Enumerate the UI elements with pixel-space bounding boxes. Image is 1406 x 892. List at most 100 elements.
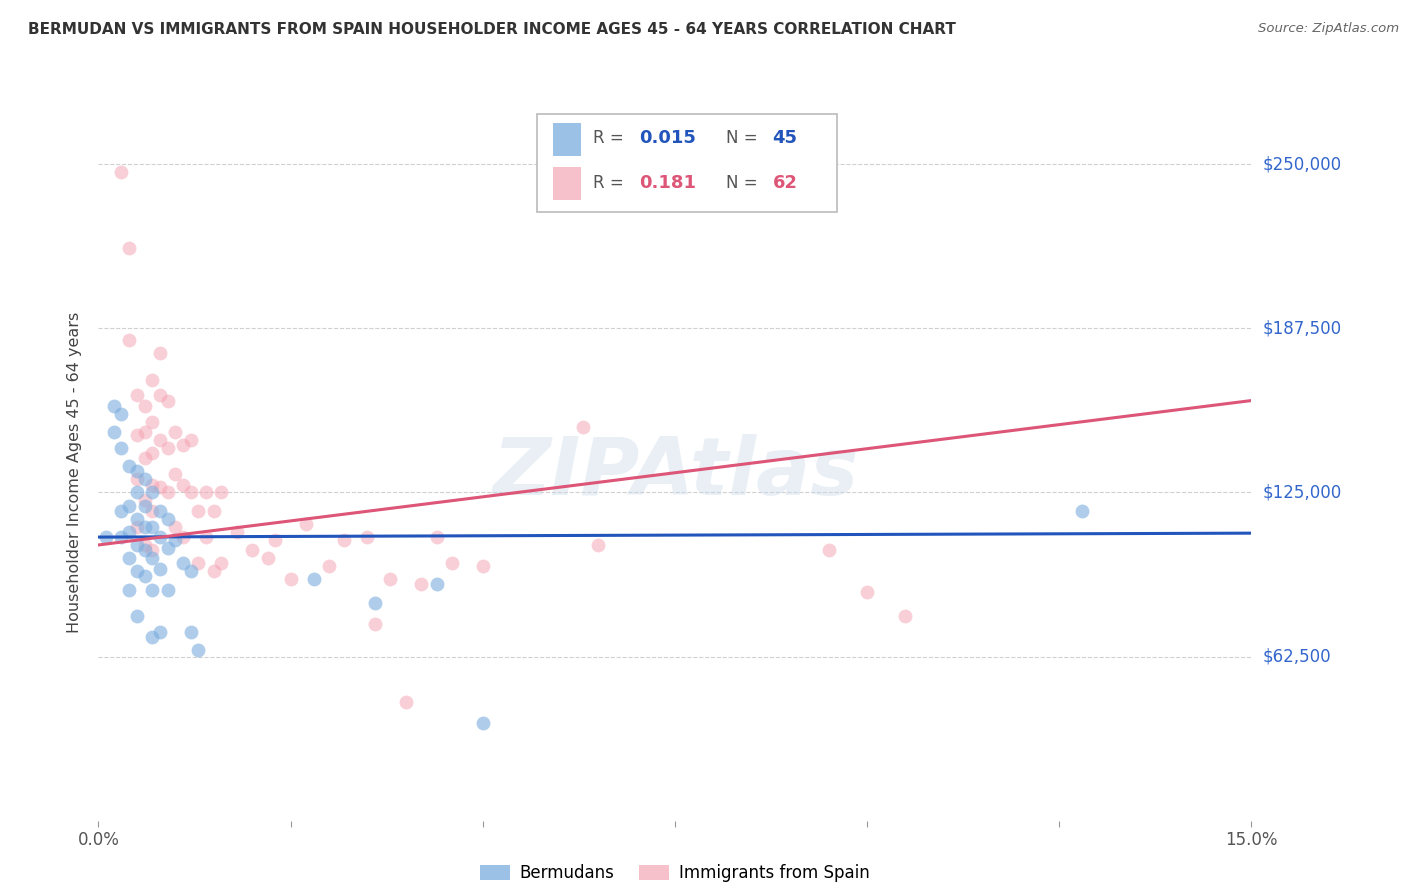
Point <box>141 373 163 387</box>
Point <box>141 446 163 460</box>
Point <box>134 543 156 558</box>
Point <box>141 582 163 597</box>
Text: 45: 45 <box>772 129 797 147</box>
Point <box>471 558 494 573</box>
Point <box>471 716 494 731</box>
Point <box>364 596 387 610</box>
Point <box>156 393 179 408</box>
Bar <box>553 167 581 200</box>
Text: 0.015: 0.015 <box>640 129 696 147</box>
Point <box>156 541 179 555</box>
Point <box>180 564 202 578</box>
Point <box>264 533 287 547</box>
Text: $125,000: $125,000 <box>1263 483 1341 501</box>
Point <box>195 485 218 500</box>
Point <box>134 451 156 466</box>
Point <box>440 557 463 571</box>
Point <box>172 438 194 452</box>
Point <box>225 524 247 539</box>
Point <box>180 624 202 639</box>
FancyBboxPatch shape <box>537 113 838 212</box>
Point <box>295 516 318 531</box>
Legend: Bermudans, Immigrants from Spain: Bermudans, Immigrants from Spain <box>472 857 877 888</box>
Text: Source: ZipAtlas.com: Source: ZipAtlas.com <box>1258 22 1399 36</box>
Point <box>426 577 449 591</box>
Point <box>240 543 263 558</box>
Point <box>125 472 148 486</box>
Point <box>94 530 117 544</box>
Point <box>134 499 156 513</box>
Point <box>110 530 132 544</box>
Point <box>187 504 209 518</box>
Point <box>302 572 325 586</box>
Point <box>156 512 179 526</box>
Point <box>141 543 163 558</box>
Point <box>149 530 172 544</box>
Point <box>125 519 148 533</box>
Text: $62,500: $62,500 <box>1263 648 1331 665</box>
Point <box>125 427 148 442</box>
Point <box>134 538 156 552</box>
Text: $250,000: $250,000 <box>1263 155 1341 173</box>
Point <box>118 551 141 566</box>
Point <box>195 530 218 544</box>
Point <box>134 399 156 413</box>
Point <box>411 577 433 591</box>
Text: $187,500: $187,500 <box>1263 319 1341 337</box>
Point <box>149 388 172 402</box>
Point <box>149 624 172 639</box>
Point <box>125 465 148 479</box>
Text: BERMUDAN VS IMMIGRANTS FROM SPAIN HOUSEHOLDER INCOME AGES 45 - 64 YEARS CORRELAT: BERMUDAN VS IMMIGRANTS FROM SPAIN HOUSEH… <box>28 22 956 37</box>
Text: 0.181: 0.181 <box>640 174 696 193</box>
Point <box>1071 504 1094 518</box>
Point <box>149 561 172 575</box>
Point <box>134 569 156 583</box>
Point <box>172 477 194 491</box>
Point <box>356 530 378 544</box>
Point <box>149 433 172 447</box>
Point <box>333 533 356 547</box>
Point <box>149 480 172 494</box>
Point <box>118 241 141 255</box>
Point <box>209 557 232 571</box>
Point <box>426 530 449 544</box>
Point <box>134 519 156 533</box>
Point <box>280 572 302 586</box>
Point <box>118 459 141 474</box>
Text: N =: N = <box>725 129 758 147</box>
Point <box>156 582 179 597</box>
Point <box>134 493 156 508</box>
Point <box>125 485 148 500</box>
Point <box>110 441 132 455</box>
Point <box>172 557 194 571</box>
Text: R =: R = <box>593 129 624 147</box>
Point <box>141 477 163 491</box>
Point <box>817 543 839 558</box>
Point <box>125 608 148 623</box>
Text: ZIPAtlas: ZIPAtlas <box>492 434 858 512</box>
Point <box>571 419 593 434</box>
Point <box>125 388 148 402</box>
Point <box>156 485 179 500</box>
Point <box>172 530 194 544</box>
Point <box>141 504 163 518</box>
Point <box>894 608 917 623</box>
Point <box>134 425 156 439</box>
Point <box>165 519 187 533</box>
Point <box>125 512 148 526</box>
Point <box>141 551 163 566</box>
Point <box>141 415 163 429</box>
Point <box>856 585 879 599</box>
Text: R =: R = <box>593 174 624 193</box>
Point <box>256 551 278 566</box>
Point <box>118 499 141 513</box>
Point <box>209 485 232 500</box>
Bar <box>553 123 581 155</box>
Point <box>149 504 172 518</box>
Text: 62: 62 <box>772 174 797 193</box>
Point <box>202 564 225 578</box>
Point <box>395 696 418 710</box>
Point <box>110 165 132 179</box>
Point <box>380 572 402 586</box>
Point <box>110 504 132 518</box>
